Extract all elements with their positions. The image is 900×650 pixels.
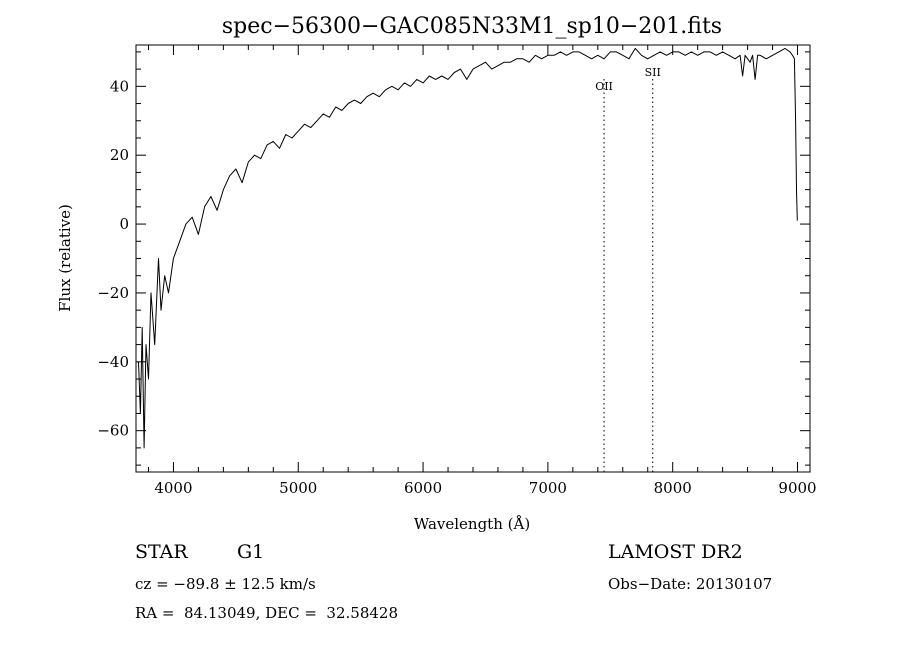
x-tick-label: 5000 <box>279 479 317 497</box>
x-tick-label: 4000 <box>154 479 192 497</box>
object-subclass: G1 <box>237 541 265 563</box>
y-axis-label: Flux (relative) <box>56 204 74 312</box>
y-tick-label: 0 <box>119 215 129 233</box>
spectral-line-label: SII <box>645 66 661 79</box>
plot-area: 4000 5000 6000 7000 8000 9000 −60 −40 −20 0 20 40 OI… <box>97 44 817 497</box>
x-tick-label: 6000 <box>404 479 442 497</box>
object-class: STAR <box>135 541 188 563</box>
x-tick-label: 8000 <box>654 479 692 497</box>
y-tick-label: 40 <box>110 77 129 95</box>
redshift-velocity: cz = −89.8 ± 12.5 km/s <box>135 575 316 593</box>
survey-name: LAMOST DR2 <box>608 541 743 563</box>
x-axis-label: Wavelength (Å) <box>414 515 530 533</box>
y-tick-label: −40 <box>97 353 129 371</box>
x-tick-label: 9000 <box>778 479 816 497</box>
y-tick-label: 20 <box>110 146 129 164</box>
spectral-line-label: OII <box>595 80 613 93</box>
x-tick-label: 7000 <box>529 479 567 497</box>
y-tick-label: −20 <box>97 284 129 302</box>
y-tick-label: −60 <box>97 422 129 440</box>
observation-date: Obs−Date: 20130107 <box>608 575 773 593</box>
plot-frame <box>135 44 811 473</box>
sky-coordinates: RA = 84.13049, DEC = 32.58428 <box>135 604 399 622</box>
chart-title: spec−56300−GAC085N33M1_sp10−201.fits <box>222 14 722 39</box>
spectrum-line <box>138 47 798 449</box>
